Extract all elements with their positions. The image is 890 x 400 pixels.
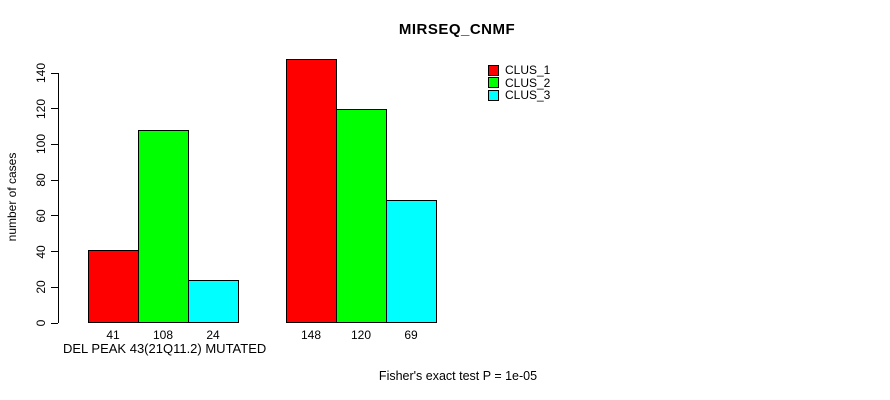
bar-clus_1-group1 [88,249,139,323]
y-axis-tick-label: 20 [34,280,48,294]
y-axis-tick-label: 0 [34,319,48,327]
y-axis-tick [51,72,58,74]
y-axis-tick [51,286,58,288]
legend-item-clus_2: CLUS_2 [488,77,550,90]
bar-value-label: 148 [300,328,322,342]
y-axis-tick [51,143,58,145]
y-axis-tick [51,108,58,110]
y-axis-line [58,73,59,323]
y-axis-tick [51,215,58,217]
y-axis-tick [51,251,58,253]
legend-label: CLUS_2 [505,75,551,90]
legend-swatch-clus_3 [488,89,499,101]
legend-label: CLUS_1 [505,63,551,78]
bar-value-label: 24 [206,328,220,342]
bar-value-label: 120 [350,328,372,342]
y-axis-tick-label: 120 [34,98,48,119]
y-axis-tick-label: 80 [34,173,48,187]
y-axis-title: number of cases [5,152,19,242]
bar-value-label: 41 [106,328,120,342]
legend-item-clus_1: CLUS_1 [488,64,550,77]
y-axis-tick-label: 60 [34,209,48,223]
y-axis-tick-label: 140 [34,62,48,84]
legend-swatch-clus_2 [488,77,499,89]
fisher-test-footnote: Fisher's exact test P = 1e-05 [378,369,538,383]
bar-clus_3-group2 [386,199,437,323]
bar-clus_3-group1 [188,280,239,323]
y-axis-tick [51,179,58,181]
bar-clus_1-group2 [286,58,337,323]
bar-value-label: 108 [152,328,174,342]
x-axis-label: DEL PEAK 43(21Q11.2) MUTATED [63,341,267,356]
legend-swatch-clus_1 [488,64,499,76]
legend-item-clus_3: CLUS_3 [488,89,550,102]
bar-clus_2-group2 [336,108,387,323]
chart-title: MIRSEQ_CNMF [398,21,516,38]
bar-value-label: 69 [404,328,418,342]
y-axis-tick [51,322,58,324]
y-axis-tick-label: 40 [34,244,48,259]
y-axis-tick-label: 100 [34,134,48,155]
legend-label: CLUS_3 [505,88,551,103]
bar-clus_2-group1 [138,130,189,323]
legend: CLUS_1 CLUS_2 CLUS_3 [488,64,550,102]
